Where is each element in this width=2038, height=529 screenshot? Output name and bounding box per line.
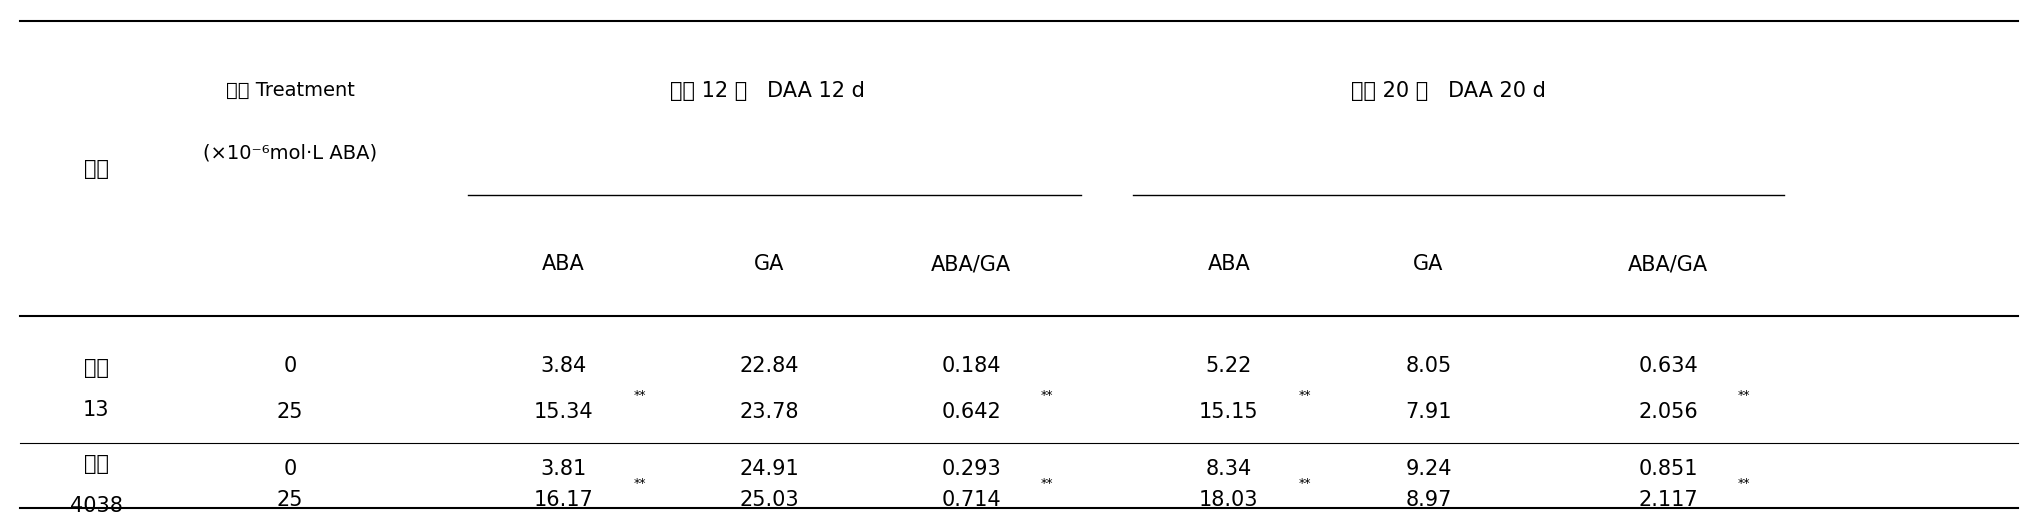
- Text: 25.03: 25.03: [740, 490, 799, 510]
- Text: 7.91: 7.91: [1404, 402, 1451, 422]
- Text: **: **: [1041, 389, 1054, 402]
- Text: 16.17: 16.17: [534, 490, 593, 510]
- Text: GA: GA: [1412, 254, 1443, 275]
- Text: 淮稻: 淮稻: [84, 358, 108, 378]
- Text: 3.81: 3.81: [540, 459, 587, 479]
- Text: 0.634: 0.634: [1639, 355, 1698, 376]
- Text: 花后 20 天   DAA 20 d: 花后 20 天 DAA 20 d: [1351, 81, 1547, 101]
- Text: 13: 13: [84, 399, 110, 419]
- Text: 23.78: 23.78: [740, 402, 799, 422]
- Text: **: **: [634, 477, 646, 490]
- Text: 处理 Treatment: 处理 Treatment: [226, 81, 355, 101]
- Text: 18.03: 18.03: [1198, 490, 1257, 510]
- Text: 5.22: 5.22: [1206, 355, 1251, 376]
- Text: 15.15: 15.15: [1198, 402, 1259, 422]
- Text: **: **: [1738, 389, 1751, 402]
- Text: 0.642: 0.642: [942, 402, 1001, 422]
- Text: 2.056: 2.056: [1639, 402, 1698, 422]
- Text: **: **: [634, 389, 646, 402]
- Text: 0.293: 0.293: [942, 459, 1001, 479]
- Text: 0.851: 0.851: [1639, 459, 1698, 479]
- Text: ABA/GA: ABA/GA: [1628, 254, 1708, 275]
- Text: ABA: ABA: [542, 254, 585, 275]
- Text: 0: 0: [283, 459, 298, 479]
- Text: 15.34: 15.34: [534, 402, 593, 422]
- Text: 25: 25: [277, 490, 304, 510]
- Text: (×10⁻⁶mol·L ABA): (×10⁻⁶mol·L ABA): [204, 143, 377, 162]
- Text: 2.117: 2.117: [1639, 490, 1698, 510]
- Text: 8.34: 8.34: [1206, 459, 1251, 479]
- Text: ABA/GA: ABA/GA: [931, 254, 1011, 275]
- Text: 4038: 4038: [69, 496, 122, 516]
- Text: 3.84: 3.84: [540, 355, 587, 376]
- Text: 8.05: 8.05: [1406, 355, 1451, 376]
- Text: **: **: [1041, 477, 1054, 490]
- Text: 8.97: 8.97: [1406, 490, 1451, 510]
- Text: 25: 25: [277, 402, 304, 422]
- Text: 扬粣: 扬粣: [84, 454, 108, 474]
- Text: **: **: [1298, 477, 1310, 490]
- Text: 0.184: 0.184: [942, 355, 1001, 376]
- Text: 0: 0: [283, 355, 298, 376]
- Text: 品种: 品种: [84, 159, 108, 179]
- Text: 花后 12 天   DAA 12 d: 花后 12 天 DAA 12 d: [671, 81, 864, 101]
- Text: 9.24: 9.24: [1404, 459, 1451, 479]
- Text: GA: GA: [754, 254, 785, 275]
- Text: **: **: [1738, 477, 1751, 490]
- Text: 0.714: 0.714: [942, 490, 1001, 510]
- Text: ABA: ABA: [1206, 254, 1249, 275]
- Text: **: **: [1298, 389, 1310, 402]
- Text: 22.84: 22.84: [740, 355, 799, 376]
- Text: 24.91: 24.91: [740, 459, 799, 479]
